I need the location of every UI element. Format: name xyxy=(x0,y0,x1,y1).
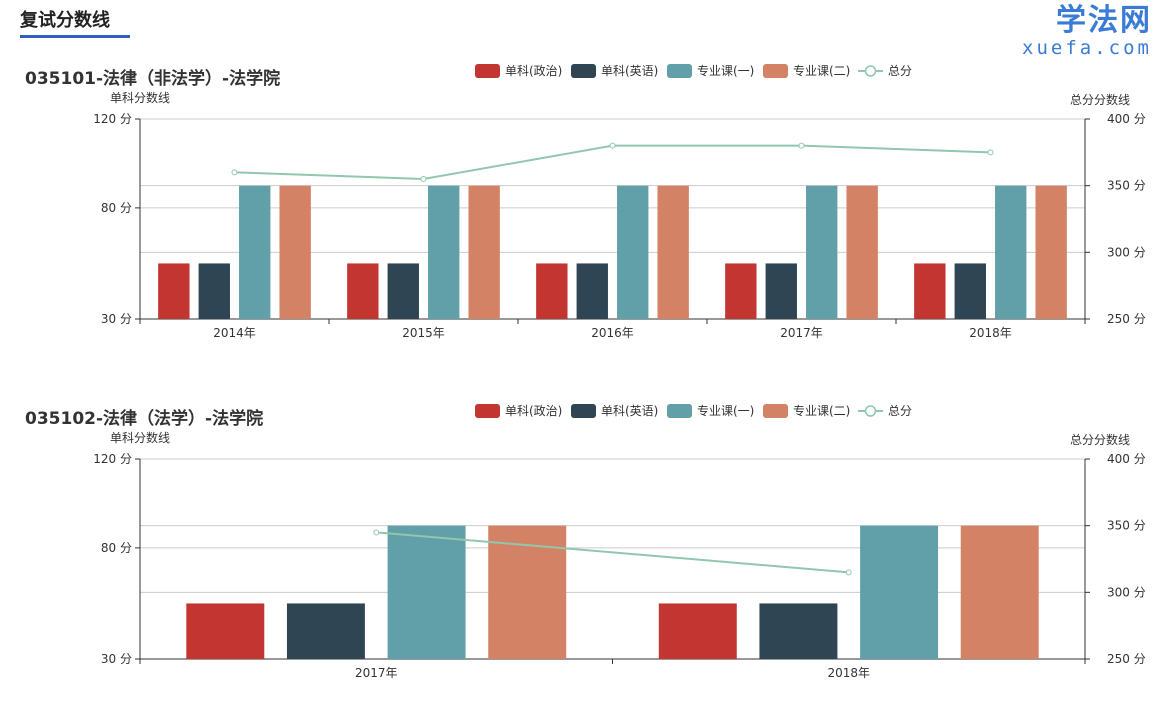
line-point xyxy=(987,149,994,156)
bar xyxy=(725,263,757,319)
bar xyxy=(617,185,649,319)
legend-label: 单科(英语) xyxy=(601,404,658,418)
bar xyxy=(576,263,608,319)
legend-label: 专业课(二) xyxy=(793,403,850,418)
line-point xyxy=(420,176,427,182)
legend-swatch xyxy=(763,404,788,418)
bar xyxy=(347,263,379,319)
bar xyxy=(846,185,878,319)
legend-swatch xyxy=(571,404,596,418)
bar xyxy=(954,263,986,319)
y-tick-label-left: 80 分 xyxy=(101,201,132,215)
bar xyxy=(387,525,466,659)
bar xyxy=(428,185,460,319)
page-title: 复试分数线 xyxy=(20,10,110,31)
line-point xyxy=(373,529,380,536)
bar xyxy=(286,603,365,659)
bar xyxy=(158,263,190,319)
legend-swatch xyxy=(667,64,692,78)
y-tick-label-right: 400 分 xyxy=(1107,452,1146,466)
line-point xyxy=(845,569,852,576)
legend-swatch xyxy=(475,64,500,78)
bar xyxy=(860,525,939,659)
y-tick-label-right: 350 分 xyxy=(1107,519,1146,533)
bar xyxy=(186,603,265,659)
y-axis-title-right: 总分分数线 xyxy=(1070,432,1130,447)
site-logo[interactable]: 学法网 xuefa.com xyxy=(1022,3,1152,59)
bar xyxy=(658,603,737,659)
bar xyxy=(657,185,689,319)
y-tick-label-left: 120 分 xyxy=(93,452,132,466)
y-tick-label-right: 400 分 xyxy=(1107,112,1146,126)
chart-title: 035101-法律（非法学）-法学院 xyxy=(25,69,281,89)
x-tick-label: 2017年 xyxy=(780,326,823,340)
bar xyxy=(387,263,419,319)
chart-title: 035102-法律（法学）-法学院 xyxy=(25,409,264,429)
y-axis-title-right: 总分分数线 xyxy=(1070,92,1130,107)
x-tick-label: 2018年 xyxy=(969,326,1012,340)
y-tick-label-right: 300 分 xyxy=(1107,585,1146,599)
bar xyxy=(914,263,946,319)
bar xyxy=(239,185,271,319)
bar xyxy=(1035,185,1067,319)
legend-label: 单科(政治) xyxy=(505,64,562,78)
line-point xyxy=(609,142,616,149)
y-tick-label-right: 350 分 xyxy=(1107,179,1146,193)
line-point xyxy=(798,142,805,149)
y-tick-label-left: 80 分 xyxy=(101,541,132,555)
bar xyxy=(995,185,1027,319)
y-tick-label-right: 250 分 xyxy=(1107,312,1146,326)
x-tick-label: 2018年 xyxy=(827,666,870,680)
x-tick-label: 2017年 xyxy=(355,666,398,680)
bar xyxy=(468,185,500,319)
page-title-underline xyxy=(20,35,130,38)
y-tick-label-right: 300 分 xyxy=(1107,245,1146,259)
legend-swatch xyxy=(475,404,500,418)
bar xyxy=(765,263,797,319)
bar xyxy=(198,263,230,319)
logo-text-cn: 学法网 xyxy=(1056,3,1152,38)
y-tick-label-right: 250 分 xyxy=(1107,652,1146,666)
bar xyxy=(759,603,838,659)
line-series-total xyxy=(376,531,849,574)
legend-label: 单科(英语) xyxy=(601,64,658,78)
legend-label: 总分 xyxy=(888,404,912,418)
bar xyxy=(960,525,1039,659)
y-axis-title-left: 单科分数线 xyxy=(110,90,170,105)
bar xyxy=(806,185,838,319)
legend-swatch xyxy=(571,64,596,78)
legend-label: 总分 xyxy=(888,64,912,78)
chart-panel-2: 035102-法律（法学）-法学院 单科(政治) 单科(英语) 专业课(一) 专业课(… xyxy=(0,395,1166,699)
bar xyxy=(279,185,311,319)
legend-label: 专业课(二) xyxy=(793,63,850,78)
chart-panel-1: 035101-法律（非法学）-法学院 单科(政治) 单科(英语) 专业课(一) 专业课… xyxy=(0,55,1166,355)
legend-label: 专业课(一) xyxy=(697,63,754,78)
bar xyxy=(536,263,568,319)
x-tick-label: 2016年 xyxy=(591,326,634,340)
y-tick-label-left: 30 分 xyxy=(101,652,132,666)
legend-label: 专业课(一) xyxy=(697,403,754,418)
legend-swatch xyxy=(667,404,692,418)
line-series-total xyxy=(234,144,991,181)
y-axis-title-left: 单科分数线 xyxy=(110,430,170,445)
legend-marker xyxy=(864,405,877,417)
legend-marker xyxy=(864,65,877,77)
y-tick-label-left: 30 分 xyxy=(101,312,132,326)
x-tick-label: 2015年 xyxy=(402,326,445,340)
line-point xyxy=(231,169,238,176)
x-tick-label: 2014年 xyxy=(213,326,256,340)
y-tick-label-left: 120 分 xyxy=(93,112,132,126)
legend-swatch xyxy=(763,64,788,78)
logo-text-en: xuefa.com xyxy=(1022,37,1152,59)
legend-label: 单科(政治) xyxy=(505,404,562,418)
